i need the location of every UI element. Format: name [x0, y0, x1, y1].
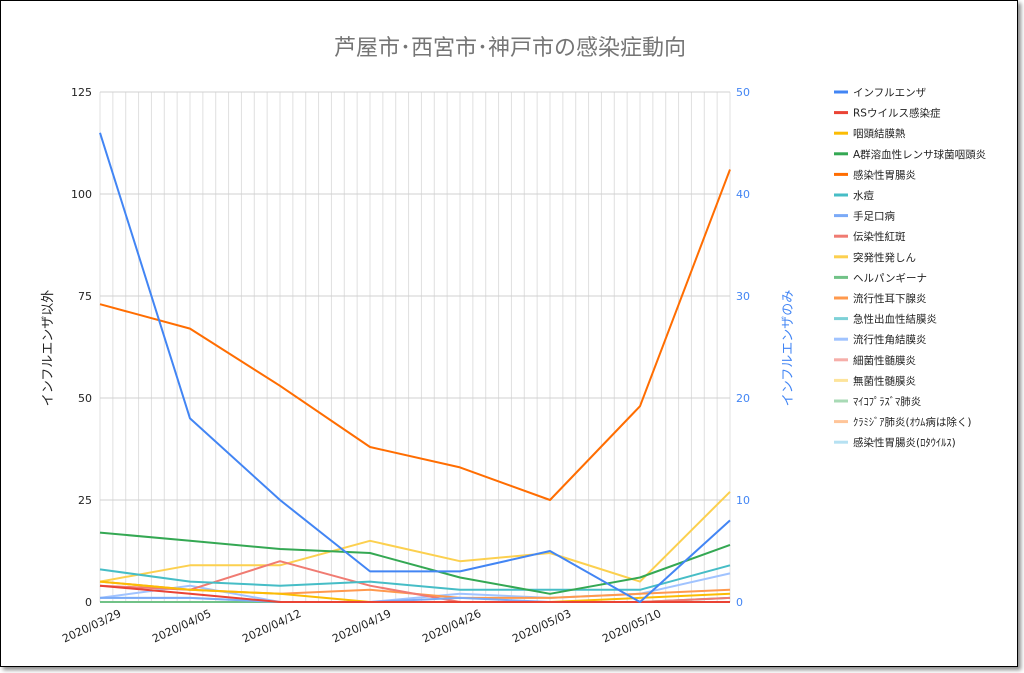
legend-swatch	[834, 317, 848, 321]
left-axis-ticks: 0 25 50 75 100 125	[71, 86, 92, 609]
legend-label: 感染性胃腸炎	[853, 168, 916, 181]
series-line	[99, 132, 731, 603]
legend-swatch	[834, 399, 848, 403]
legend-swatch	[834, 90, 848, 94]
series-line	[99, 531, 731, 595]
legend-swatch	[834, 172, 848, 176]
right-axis-label: インフルエンザのみ	[781, 290, 796, 407]
right-axis-ticks: 0 10 20 30 40 50	[736, 86, 750, 609]
chart-title: 芦屋市･西宮市･神戸市の感染症動向	[334, 36, 686, 61]
x-axis-tick-label: 2020/05/10	[600, 607, 663, 646]
x-axis-ticks: 2020/03/29 2020/04/05 2020/04/12 2020/04/19…	[60, 607, 663, 646]
right-axis-tick-label: 30	[736, 290, 750, 303]
series-line	[99, 491, 731, 583]
legend-swatch	[834, 234, 848, 238]
legend-label: 感染性胃腸炎(ﾛﾀｳｲﾙｽ)	[853, 436, 956, 449]
legend-label: 手足口病	[853, 210, 895, 223]
legend-swatch	[834, 378, 848, 382]
legend-label: ｸﾗﾐｼﾞｱ肺炎(ｵｳﾑ病は除く)	[853, 416, 971, 429]
legend-swatch	[834, 420, 848, 424]
right-axis-tick-label: 40	[736, 188, 750, 201]
legend-swatch	[834, 440, 848, 444]
legend-label: A群溶血性レンサ球菌咽頭炎	[853, 148, 987, 161]
left-axis-tick-label: 25	[78, 494, 92, 507]
right-axis-tick-label: 0	[736, 596, 743, 609]
series-line	[99, 564, 731, 591]
x-axis-tick-label: 2020/04/19	[330, 607, 393, 646]
legend-label: 咽頭結膜熱	[853, 127, 906, 140]
x-axis-tick-label: 2020/04/05	[150, 607, 213, 646]
legend-label: RSウイルス感染症	[853, 107, 941, 120]
legend-swatch	[834, 255, 848, 259]
legend-label: ﾏｲｺﾌﾟﾗｽﾞﾏ肺炎	[853, 396, 922, 408]
plot-grid	[99, 91, 731, 603]
legend-swatch	[834, 193, 848, 197]
left-axis-tick-label: 0	[85, 596, 92, 609]
legend-swatch	[834, 358, 848, 362]
legend-swatch	[834, 296, 848, 300]
legend-label: 流行性角結膜炎	[853, 333, 927, 346]
legend-label: 突発性発しん	[853, 251, 916, 264]
left-axis-tick-label: 75	[78, 290, 92, 303]
legend-swatch	[834, 152, 848, 156]
legend-swatch	[834, 275, 848, 279]
legend-label: 水痘	[853, 189, 874, 202]
legend-label: 細菌性髄膜炎	[853, 354, 916, 367]
legend-swatch	[834, 337, 848, 341]
left-axis-tick-label: 50	[78, 392, 92, 405]
legend-label: 流行性耳下腺炎	[853, 292, 927, 305]
legend-label: インフルエンザ	[853, 87, 927, 99]
x-axis-tick-label: 2020/03/29	[60, 607, 123, 646]
legend-label: 無菌性髄膜炎	[853, 374, 916, 387]
left-axis-tick-label: 100	[71, 188, 92, 201]
legend-swatch	[834, 131, 848, 135]
legend-swatch	[834, 214, 848, 218]
right-axis-tick-label: 10	[736, 494, 750, 507]
series-lines	[99, 132, 731, 603]
legend-swatch	[834, 111, 848, 115]
legend-label: ヘルパンギーナ	[853, 272, 927, 284]
x-axis-tick-label: 2020/04/12	[240, 607, 303, 646]
right-axis-tick-label: 20	[736, 392, 750, 405]
legend-label: 急性出血性結膜炎	[853, 313, 937, 326]
series-line	[99, 584, 730, 603]
series-line	[99, 169, 731, 501]
left-axis-tick-label: 125	[71, 86, 92, 99]
legend-label: 伝染性紅斑	[853, 230, 906, 243]
right-axis-tick-label: 50	[736, 86, 750, 99]
x-axis-tick-label: 2020/05/03	[510, 607, 573, 646]
x-axis-tick-label: 2020/04/26	[420, 607, 483, 646]
left-axis-label: インフルエンザ以外	[41, 290, 56, 407]
